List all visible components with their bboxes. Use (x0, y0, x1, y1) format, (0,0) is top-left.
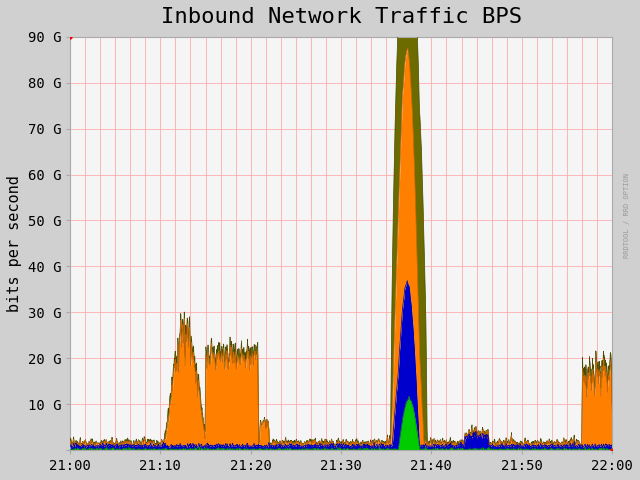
Title: Inbound Network Traffic BPS: Inbound Network Traffic BPS (161, 7, 522, 27)
Text: RRDTOOL / RRD OPTION: RRDTOOL / RRD OPTION (625, 173, 630, 259)
Y-axis label: bits per second: bits per second (7, 175, 22, 312)
